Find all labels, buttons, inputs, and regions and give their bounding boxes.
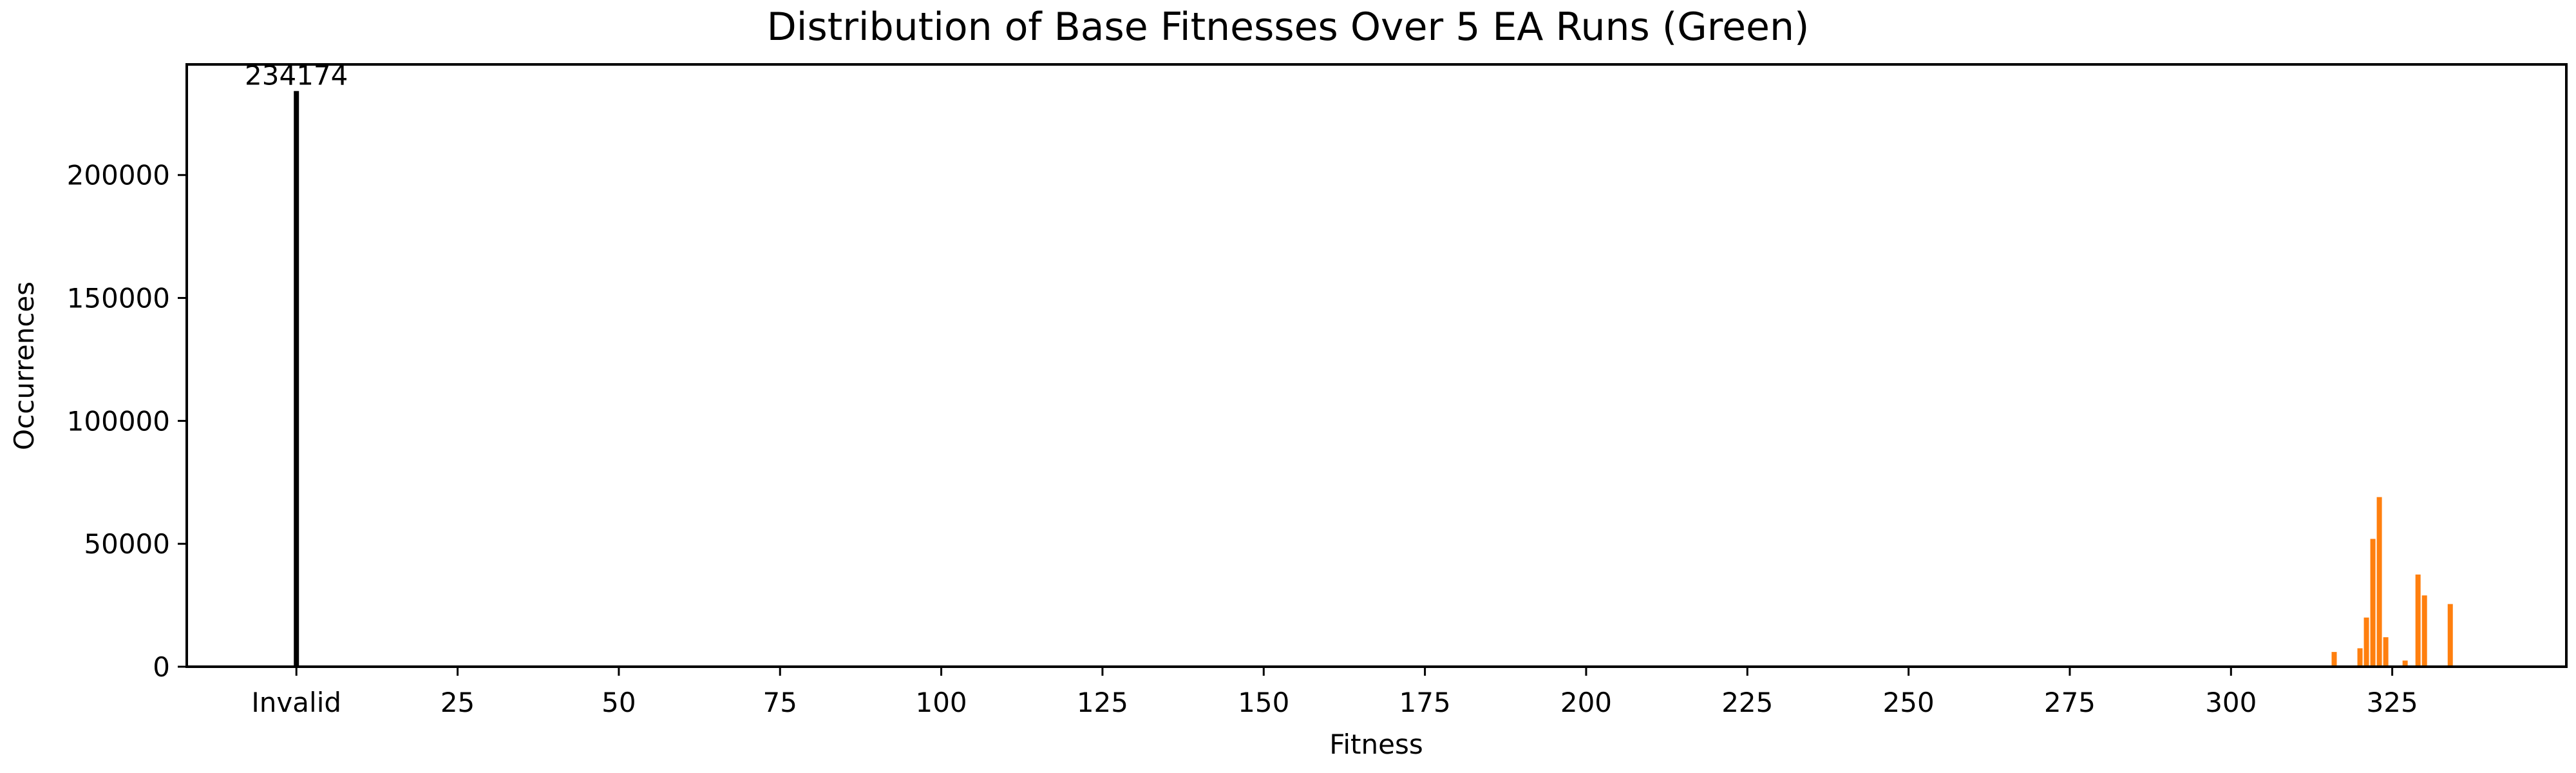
fitness-bar (2421, 595, 2427, 667)
fitness-bar (2370, 539, 2376, 667)
x-tick-label: 25 (440, 687, 475, 718)
x-tick-label: 275 (2044, 687, 2096, 718)
fitness-bar (2402, 660, 2408, 667)
x-axis-label: Fitness (1329, 729, 1423, 760)
y-tick-label: 200000 (67, 160, 170, 191)
x-tick-label: 100 (915, 687, 967, 718)
fitness-bar (2331, 652, 2337, 667)
x-tick-label: 300 (2205, 687, 2257, 718)
invalid-bar (294, 91, 299, 667)
x-tick-label: 225 (1721, 687, 1773, 718)
y-tick-label: 100000 (67, 405, 170, 437)
fitness-bar (2447, 604, 2453, 667)
x-tick-label: 75 (763, 687, 797, 718)
x-tick-label: 50 (601, 687, 636, 718)
x-tick-label: 150 (1238, 687, 1289, 718)
chart-title: Distribution of Base Fitnesses Over 5 EA… (767, 5, 1810, 50)
fitness-bar (2357, 648, 2363, 667)
x-tick-label: 325 (2367, 687, 2418, 718)
fitness-bar (2363, 617, 2369, 667)
x-axis: Invalid 25 50 75 100 125 150 175 200 225 250 275 300… (251, 667, 2418, 718)
x-tick-label: 250 (1883, 687, 1935, 718)
y-axis: 0 50000 100000 150000 200000 (67, 160, 187, 683)
y-axis-label: Occurrences (8, 282, 40, 450)
plot-frame (185, 63, 2568, 668)
x-tick-label: 175 (1399, 687, 1451, 718)
bars: 234174 (245, 59, 2453, 667)
fitness-bar (2376, 497, 2382, 667)
fitness-bar (2415, 574, 2421, 667)
y-tick-label: 50000 (84, 528, 170, 560)
fitness-bar (2383, 637, 2389, 667)
x-tick-label: 200 (1560, 687, 1612, 718)
x-tick-label: Invalid (251, 687, 341, 718)
x-tick-label: 125 (1077, 687, 1128, 718)
y-tick-label: 0 (153, 651, 170, 683)
y-tick-label: 150000 (67, 283, 170, 314)
